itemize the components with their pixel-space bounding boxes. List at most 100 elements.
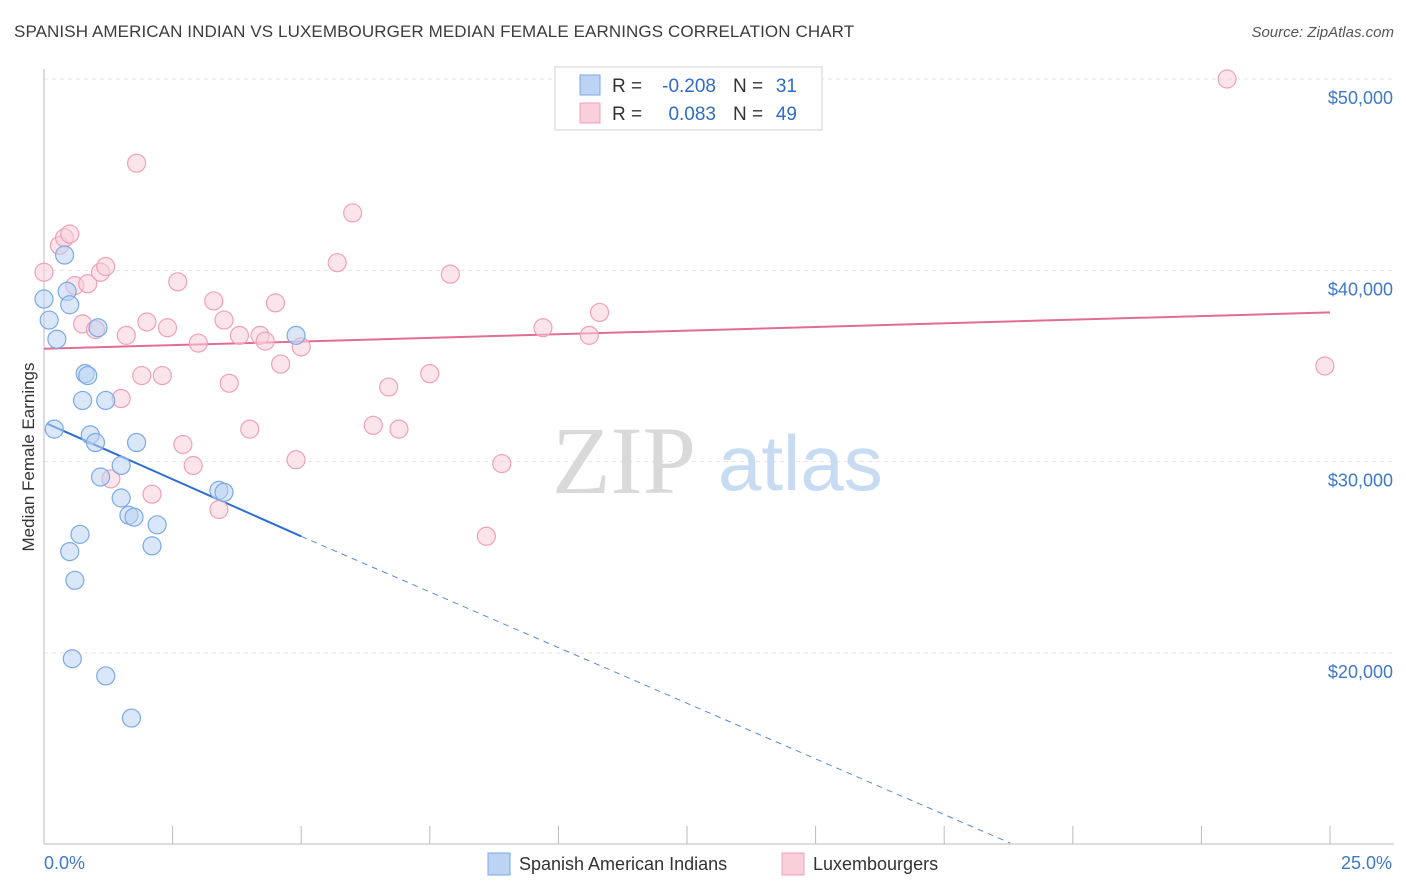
spanish-american-indians-point — [54, 245, 75, 265]
luxembourgers-point — [157, 318, 178, 338]
chart-title: SPANISH AMERICAN INDIAN VS LUXEMBOURGER … — [14, 22, 855, 41]
luxembourgers-point — [379, 377, 399, 397]
trend-line-extension-spanish-american-indians — [301, 535, 1011, 844]
spanish-american-indians-point — [96, 666, 116, 686]
y-tick-label-20000: $20,000 — [1328, 662, 1393, 682]
spanish-american-indians-point — [44, 419, 64, 439]
luxembourgers-point — [152, 365, 172, 386]
luxembourgers-point — [255, 331, 275, 351]
luxembourgers-point — [229, 325, 250, 345]
y-tick-label-30000: $30,000 — [1328, 471, 1393, 491]
legend-label-blue: Spanish American Indians — [519, 854, 727, 874]
luxembourgers-point — [60, 224, 80, 244]
stats-n-value-pink: 49 — [776, 104, 797, 125]
spanish-american-indians-point — [124, 507, 144, 527]
trend-lines — [43, 311, 1331, 844]
y-tick-label-50000: $50,000 — [1328, 88, 1393, 108]
luxembourgers-point — [214, 310, 234, 330]
spanish-american-indians-point — [47, 329, 67, 349]
spanish-american-indians-point — [88, 318, 108, 338]
spanish-american-indians-points — [34, 245, 306, 728]
legend-label-pink: Luxembourgers — [813, 854, 938, 874]
luxembourgers-point — [343, 203, 363, 223]
luxembourgers-point — [126, 153, 147, 173]
spanish-american-indians-point — [142, 536, 162, 556]
luxembourgers-point — [363, 415, 383, 435]
y-axis-tick-labels: $20,000 $30,000 $40,000 $50,000 — [1328, 88, 1393, 682]
spanish-american-indians-point — [111, 488, 131, 508]
series-legend: Spanish American Indians Luxembourgers — [487, 852, 938, 876]
spanish-american-indians-point — [90, 467, 111, 487]
luxembourgers-points — [34, 69, 1335, 546]
legend-swatch-blue — [487, 852, 511, 876]
luxembourgers-point — [132, 365, 152, 386]
luxembourgers-point — [1315, 356, 1335, 376]
luxembourgers-point — [265, 293, 286, 313]
x-tick-label-min: 0.0% — [44, 853, 85, 873]
luxembourgers-point — [168, 272, 188, 292]
grid-lines — [44, 78, 1394, 654]
spanish-american-indians-point — [85, 432, 106, 453]
luxembourgers-point — [492, 453, 512, 474]
stats-r-label-pink: R = — [612, 104, 642, 125]
stats-swatch-blue — [579, 74, 601, 96]
luxembourgers-point — [219, 373, 239, 393]
luxembourgers-point — [579, 325, 599, 345]
luxembourgers-point — [327, 253, 347, 273]
spanish-american-indians-point — [286, 325, 306, 345]
spanish-american-indians-point — [96, 390, 116, 411]
spanish-american-indians-point — [70, 524, 90, 544]
spanish-american-indians-point — [78, 365, 98, 386]
source-note: Source: ZipAtlas.com — [1251, 24, 1394, 41]
luxembourgers-point — [589, 302, 610, 323]
stats-r-value-pink: 0.083 — [668, 104, 716, 125]
spanish-american-indians-point — [126, 432, 147, 453]
spanish-american-indians-point — [72, 390, 93, 411]
luxembourgers-point — [420, 364, 440, 384]
luxembourgers-point — [1217, 69, 1237, 89]
luxembourgers-point — [209, 499, 229, 520]
spanish-american-indians-point — [34, 289, 54, 309]
spanish-american-indians-point — [60, 295, 80, 315]
x-tick-label-max: 25.0% — [1341, 853, 1392, 873]
spanish-american-indians-point — [147, 515, 167, 535]
x-axis-ticks — [172, 826, 1331, 844]
luxembourgers-point — [533, 318, 553, 338]
legend-swatch-pink — [781, 852, 805, 876]
luxembourgers-point — [204, 291, 224, 311]
luxembourgers-point — [188, 333, 208, 353]
spanish-american-indians-point — [65, 570, 85, 590]
luxembourgers-point — [173, 434, 193, 455]
luxembourgers-point — [440, 264, 460, 284]
luxembourgers-point — [137, 312, 157, 332]
luxembourgers-point — [96, 256, 116, 277]
watermark-zip: ZIP — [552, 407, 696, 514]
stats-n-label-blue: N = — [733, 76, 763, 97]
stats-swatch-pink — [579, 102, 601, 124]
luxembourgers-point — [286, 450, 306, 470]
stats-r-label-blue: R = — [612, 76, 642, 97]
spanish-american-indians-point — [111, 455, 131, 476]
luxembourgers-point — [34, 262, 54, 282]
spanish-american-indians-point — [214, 482, 234, 502]
y-tick-label-40000: $40,000 — [1328, 279, 1393, 299]
luxembourgers-point — [271, 354, 291, 374]
spanish-american-indians-point — [62, 649, 82, 669]
luxembourgers-point — [476, 526, 496, 546]
luxembourgers-point — [389, 419, 409, 439]
stats-legend: R = -0.208 N = 31 R = 0.083 N = 49 — [554, 66, 823, 131]
luxembourgers-point — [183, 455, 203, 476]
watermark-atlas: atlas — [718, 419, 883, 507]
spanish-american-indians-point — [60, 541, 80, 562]
stats-n-label-pink: N = — [733, 104, 763, 125]
stats-r-value-blue: -0.208 — [662, 76, 716, 97]
luxembourgers-point — [116, 325, 136, 345]
luxembourgers-point — [142, 484, 162, 504]
spanish-american-indians-point — [39, 310, 59, 330]
spanish-american-indians-point — [121, 708, 142, 728]
stats-n-value-blue: 31 — [776, 76, 797, 97]
luxembourgers-point — [78, 274, 98, 294]
luxembourgers-point — [240, 419, 260, 439]
y-axis-title: Median Female Earnings — [19, 363, 38, 552]
